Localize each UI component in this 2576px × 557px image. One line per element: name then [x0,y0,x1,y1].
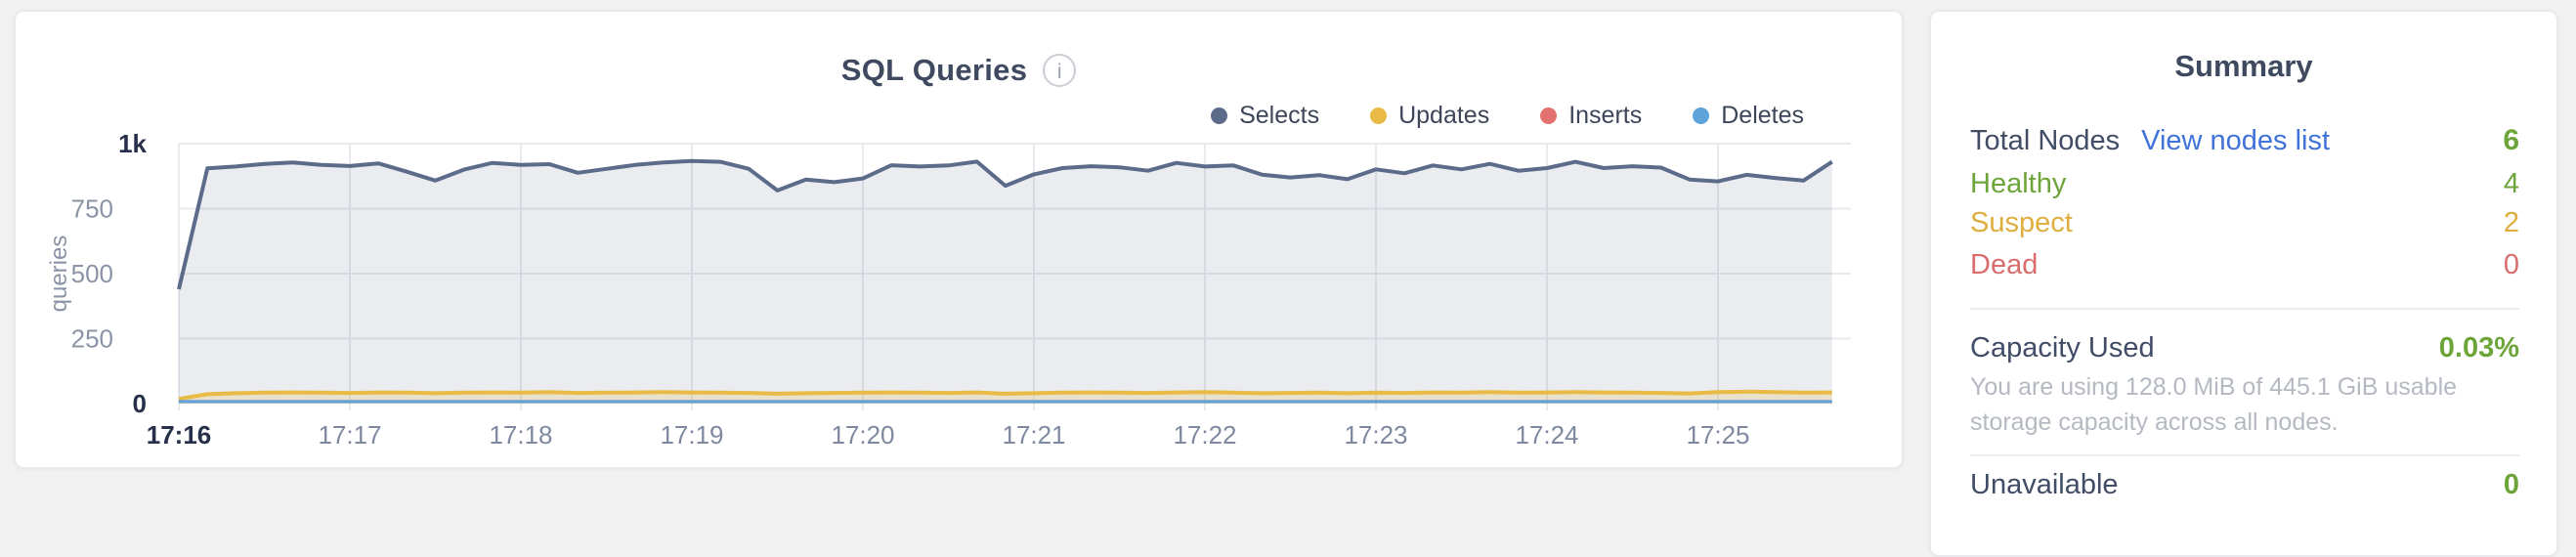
x-tick-label: 17:24 [1515,420,1578,450]
legend-dot-deletes [1693,107,1710,124]
legend-label: Updates [1398,102,1490,129]
suspect-value: 2 [2503,207,2519,238]
dead-label: Dead [1970,249,2039,280]
y-tick-label: 750 [71,194,113,224]
legend-dot-updates [1370,107,1388,124]
chart-title: SQL Queries [840,53,1028,87]
legend-item-updates[interactable]: Updates [1370,102,1489,130]
y-tick-label: 500 [71,259,113,288]
unavailable-row: Unavailable 0 [1970,469,2519,501]
capacity-used-value: 0.03% [2438,332,2519,364]
x-tick-label: 17:18 [489,420,552,450]
x-tick-label: 17:22 [1173,420,1236,450]
unavailable-value: 0 [2503,469,2519,500]
unavailable-label: Unavailable [1970,469,2119,500]
summary-title: Summary [2174,49,2313,83]
legend-item-selects[interactable]: Selects [1211,102,1319,130]
capacity-row: Capacity Used 0.03% [1970,332,2519,364]
divider [1970,308,2519,310]
x-tick-label: 17:19 [660,420,723,450]
x-tick-label: 17:20 [831,420,894,450]
divider [1970,454,2519,456]
sql-queries-card: SQL Queries i Selects Updates Inserts Delet… [14,10,1904,469]
suspect-label: Suspect [1970,207,2073,238]
area-selects [179,160,1832,404]
info-icon[interactable]: i [1043,54,1077,87]
total-nodes-row: Total Nodes View nodes list 6 [1970,124,2519,157]
y-tick-label: 250 [71,324,113,354]
summary-panel: Summary Total Nodes View nodes list 6 He… [1929,10,2558,557]
legend-dot-inserts [1540,107,1558,124]
legend-label: Selects [1239,102,1320,129]
legend-label: Inserts [1568,102,1643,129]
y-tick-label: 0 [133,389,147,418]
x-tick-label: 17:17 [318,420,381,450]
chart-header: SQL Queries i [16,53,1902,88]
legend-item-deletes[interactable]: Deletes [1693,102,1804,130]
chart-legend: Selects Updates Inserts Deletes [1211,102,1804,130]
total-nodes-value: 6 [2503,124,2519,156]
dead-row: Dead 0 [1970,249,2519,281]
view-nodes-list-link[interactable]: View nodes list [2141,125,2331,156]
legend-item-inserts[interactable]: Inserts [1540,102,1642,130]
capacity-used-label: Capacity Used [1970,332,2155,364]
healthy-row: Healthy 4 [1970,168,2519,200]
legend-dot-selects [1211,107,1228,124]
y-tick-label: 1k [118,129,147,158]
legend-label: Deletes [1721,102,1804,129]
line-selects [177,158,1833,290]
x-tick-label: 17:16 [147,420,212,450]
sql-queries-chart[interactable]: 0 250 500 750 1k 17:16 17:17 17:18 17:19 17:20 17:… [16,12,1906,471]
healthy-value: 4 [2503,168,2519,199]
x-tick-label: 17:23 [1344,420,1407,450]
healthy-label: Healthy [1970,168,2067,199]
dead-value: 0 [2503,249,2519,280]
capacity-description: You are using 128.0 MiB of 445.1 GiB usa… [1970,373,2458,436]
total-nodes-label: Total Nodes [1970,125,2121,156]
x-tick-label: 17:25 [1686,420,1749,450]
line-updates [178,389,1832,402]
x-tick-label: 17:21 [1002,420,1065,450]
suspect-row: Suspect 2 [1970,207,2519,239]
